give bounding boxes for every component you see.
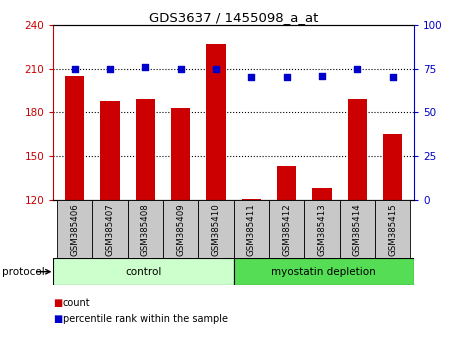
Bar — [206, 44, 226, 200]
Bar — [375, 200, 410, 258]
Text: GSM385415: GSM385415 — [388, 203, 397, 256]
Text: GSM385413: GSM385413 — [318, 203, 326, 256]
Point — [283, 75, 290, 80]
Text: myostatin depletion: myostatin depletion — [272, 267, 376, 277]
Text: GSM385409: GSM385409 — [176, 203, 185, 256]
Text: GSM385408: GSM385408 — [141, 203, 150, 256]
Point — [353, 66, 361, 72]
Point — [247, 75, 255, 80]
Text: GSM385411: GSM385411 — [247, 203, 256, 256]
Bar — [171, 108, 190, 200]
Bar — [339, 200, 375, 258]
Text: GSM385406: GSM385406 — [70, 203, 79, 256]
Point — [213, 66, 220, 72]
Text: protocol: protocol — [2, 267, 45, 277]
Bar — [383, 134, 402, 200]
Text: percentile rank within the sample: percentile rank within the sample — [63, 314, 228, 324]
Text: ■: ■ — [53, 298, 63, 308]
Point — [106, 66, 114, 72]
Bar — [128, 200, 163, 258]
Bar — [57, 200, 93, 258]
Bar — [277, 166, 296, 200]
Bar — [312, 188, 332, 200]
Bar — [136, 99, 155, 200]
Bar — [65, 76, 84, 200]
Text: count: count — [63, 298, 90, 308]
Bar — [93, 200, 128, 258]
Text: ■: ■ — [53, 314, 63, 324]
Point — [142, 64, 149, 70]
Text: control: control — [126, 267, 162, 277]
Text: GSM385410: GSM385410 — [212, 203, 220, 256]
Point — [177, 66, 185, 72]
Bar — [234, 200, 269, 258]
Bar — [269, 200, 304, 258]
Bar — [163, 200, 199, 258]
Bar — [348, 99, 367, 200]
Point — [389, 75, 396, 80]
Point — [71, 66, 79, 72]
Text: GSM385412: GSM385412 — [282, 203, 291, 256]
Text: GSM385407: GSM385407 — [106, 203, 114, 256]
Bar — [53, 258, 234, 285]
Bar — [304, 200, 339, 258]
Title: GDS3637 / 1455098_a_at: GDS3637 / 1455098_a_at — [149, 11, 319, 24]
Point — [318, 73, 325, 79]
Bar — [242, 199, 261, 200]
Bar — [100, 101, 120, 200]
Bar — [234, 258, 414, 285]
Bar — [199, 200, 234, 258]
Text: GSM385414: GSM385414 — [353, 203, 362, 256]
